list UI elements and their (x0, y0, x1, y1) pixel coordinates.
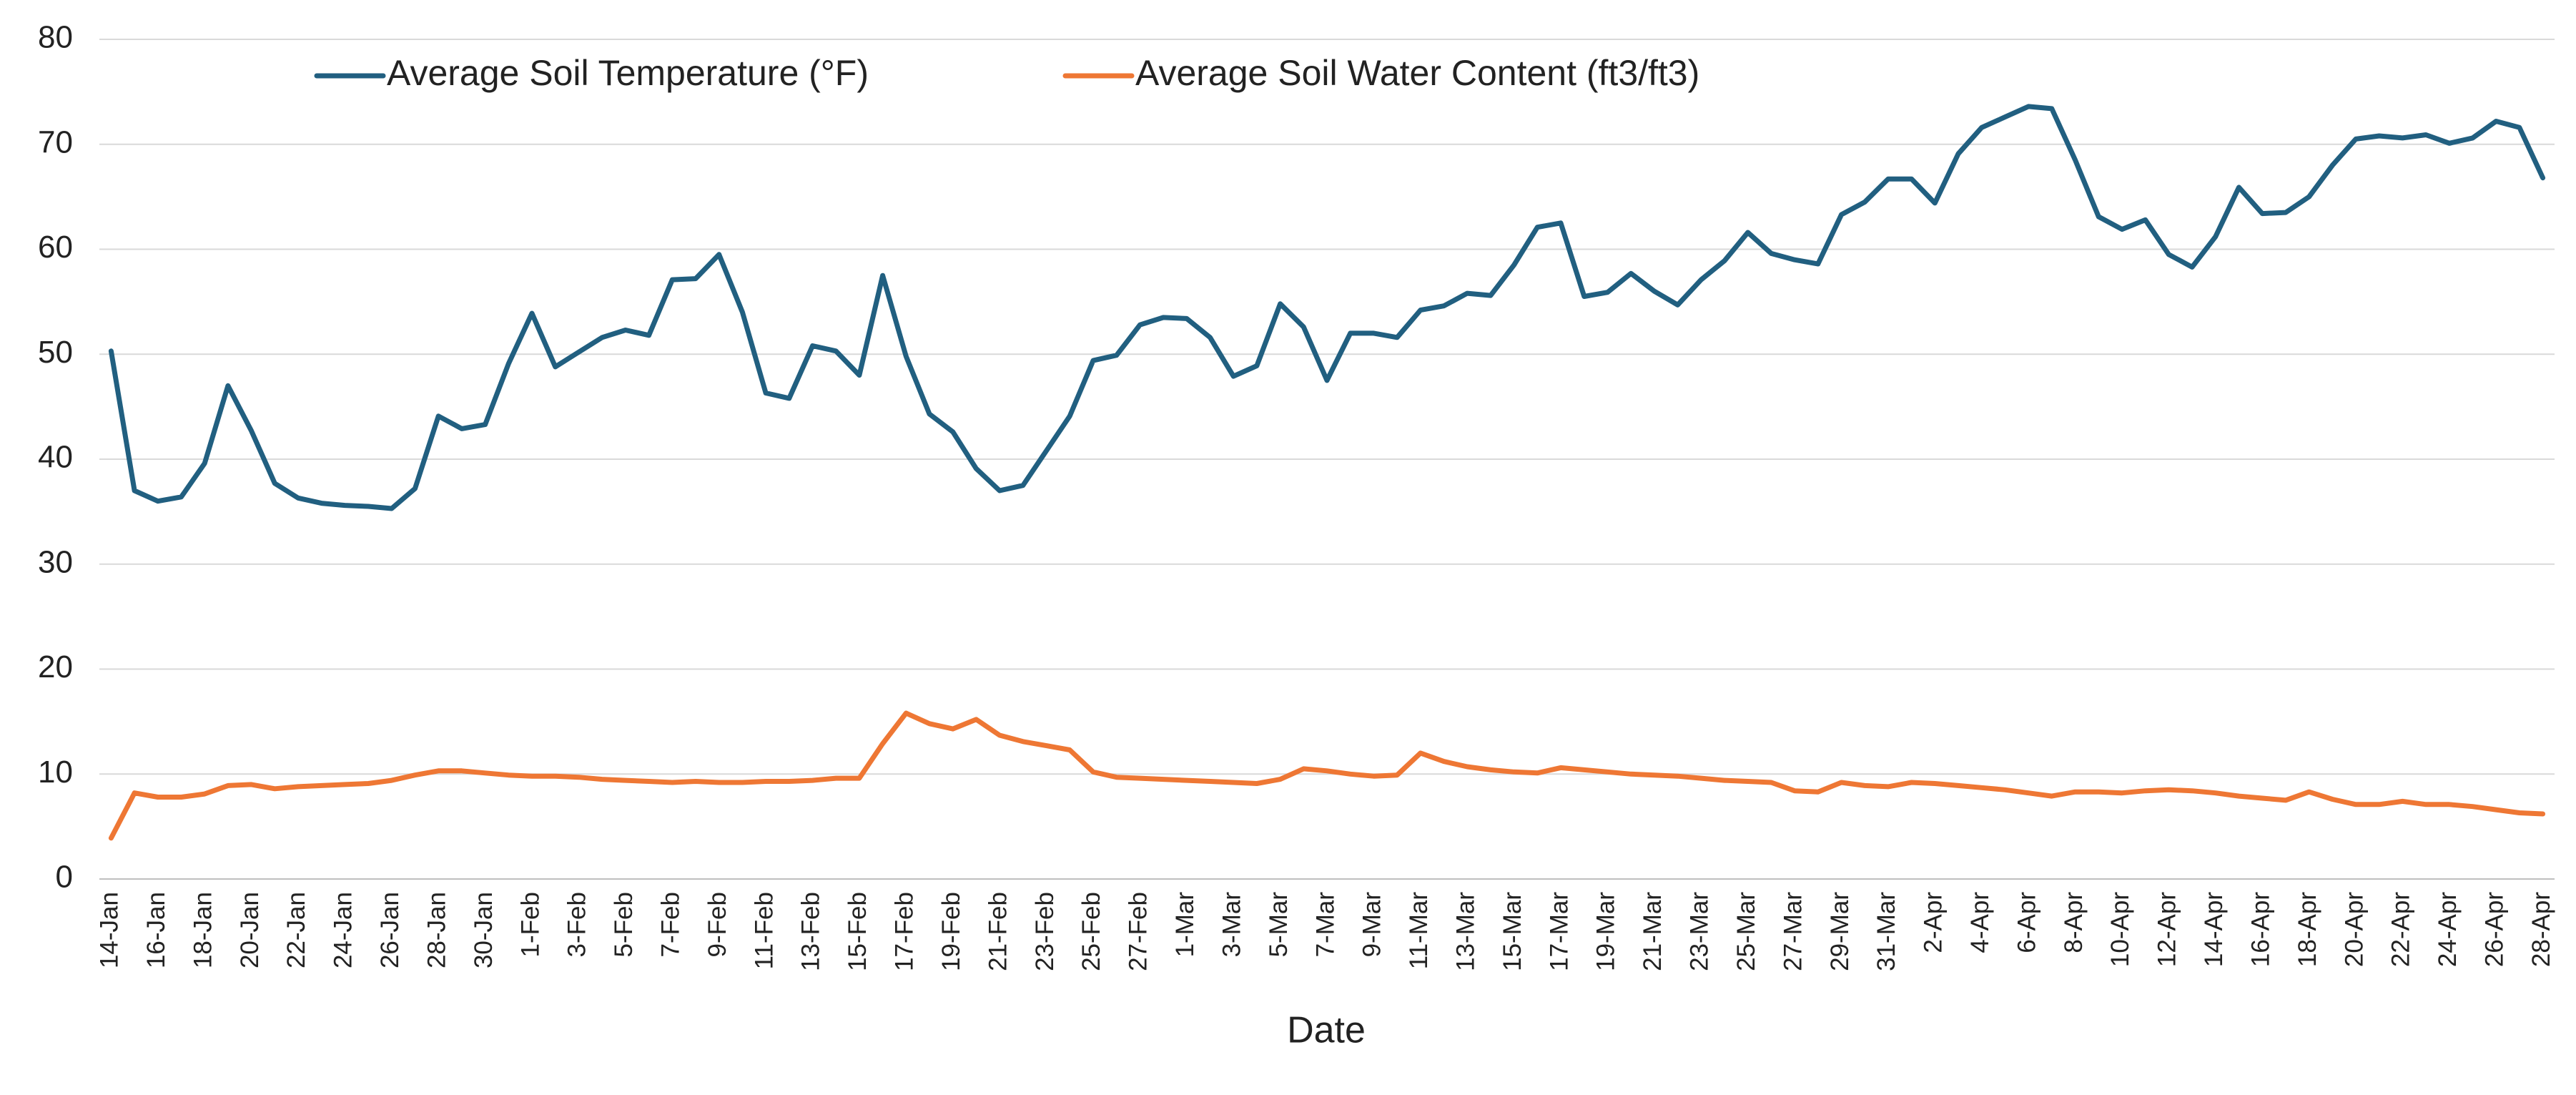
x-tick-label: 6-Apr (2013, 892, 2040, 953)
x-tick-label: 1-Mar (1171, 892, 1199, 958)
x-tick-label: 7-Feb (657, 892, 685, 957)
x-tick-label: 11-Feb (750, 892, 778, 969)
y-tick-label: 20 (38, 649, 73, 684)
x-tick-label: 5-Mar (1265, 892, 1293, 958)
x-tick-label: 9-Feb (704, 892, 731, 957)
x-tick-label: 25-Mar (1732, 892, 1760, 971)
x-tick-label: 5-Feb (610, 892, 638, 957)
x-tick-label: 21-Mar (1639, 892, 1667, 971)
x-tick-label: 28-Apr (2527, 892, 2555, 967)
x-tick-label: 16-Jan (142, 892, 170, 968)
x-tick-label: 4-Apr (1966, 892, 1994, 953)
y-tick-label: 60 (38, 230, 73, 265)
x-tick-label: 31-Mar (1872, 892, 1900, 971)
x-tick-label: 15-Mar (1499, 892, 1526, 971)
x-tick-label: 23-Feb (1031, 892, 1059, 971)
y-tick-label: 50 (38, 335, 73, 370)
x-tick-label: 1-Feb (516, 892, 544, 957)
x-tick-label: 2-Apr (1920, 892, 1948, 953)
x-tick-label: 17-Feb (891, 892, 919, 971)
x-tick-label: 19-Mar (1592, 892, 1620, 971)
x-tick-label: 18-Jan (189, 892, 217, 968)
x-tick-label: 27-Feb (1125, 892, 1153, 971)
x-tick-label: 13-Feb (797, 892, 825, 971)
x-tick-label: 13-Mar (1451, 892, 1479, 971)
y-tick-label: 70 (38, 124, 73, 159)
x-tick-label: 11-Mar (1405, 892, 1433, 970)
x-tick-label: 30-Jan (470, 892, 498, 968)
x-tick-label: 12-Apr (2153, 892, 2181, 967)
x-tick-label: 29-Mar (1826, 892, 1854, 971)
x-tick-label: 25-Feb (1077, 892, 1105, 971)
y-tick-label: 0 (56, 860, 73, 895)
x-tick-label: 8-Apr (2060, 892, 2088, 953)
y-tick-label: 80 (38, 20, 73, 55)
x-tick-label: 28-Jan (423, 892, 450, 968)
y-tick-label: 40 (38, 440, 73, 475)
x-tick-label: 16-Apr (2246, 892, 2274, 967)
x-tick-label: 27-Mar (1779, 892, 1807, 971)
x-tick-label: 9-Mar (1358, 892, 1386, 958)
x-axis-label: Date (1287, 1010, 1366, 1051)
x-tick-label: 20-Apr (2340, 892, 2368, 967)
x-tick-label: 24-Apr (2434, 892, 2462, 967)
x-tick-label: 3-Mar (1218, 892, 1245, 958)
x-tick-label: 7-Mar (1311, 892, 1339, 958)
x-tick-label: 23-Mar (1686, 892, 1714, 971)
x-tick-label: 15-Feb (844, 892, 872, 971)
x-tick-label: 14-Jan (96, 892, 124, 968)
x-tick-label: 26-Apr (2480, 892, 2508, 967)
legend-label: Average Soil Temperature (°F) (387, 53, 869, 93)
x-tick-label: 21-Feb (984, 892, 1012, 971)
x-tick-label: 18-Apr (2294, 892, 2321, 967)
y-tick-label: 10 (38, 755, 73, 790)
data-line (108, 104, 2546, 511)
x-tick-label: 22-Apr (2387, 892, 2415, 967)
x-tick-label: 24-Jan (330, 892, 357, 968)
x-tick-label: 14-Apr (2200, 892, 2228, 967)
legend-label: Average Soil Water Content (ft3/ft3) (1135, 53, 1699, 93)
x-tick-label: 3-Feb (563, 892, 591, 957)
y-tick-label: 30 (38, 544, 73, 579)
x-tick-label: 26-Jan (376, 892, 404, 968)
x-tick-label: 10-Apr (2106, 892, 2134, 967)
x-tick-label: 22-Jan (282, 892, 310, 968)
x-tick-label: 20-Jan (236, 892, 264, 968)
x-tick-label: 17-Mar (1545, 892, 1573, 971)
x-tick-label: 19-Feb (937, 892, 965, 971)
data-line (108, 710, 2546, 841)
